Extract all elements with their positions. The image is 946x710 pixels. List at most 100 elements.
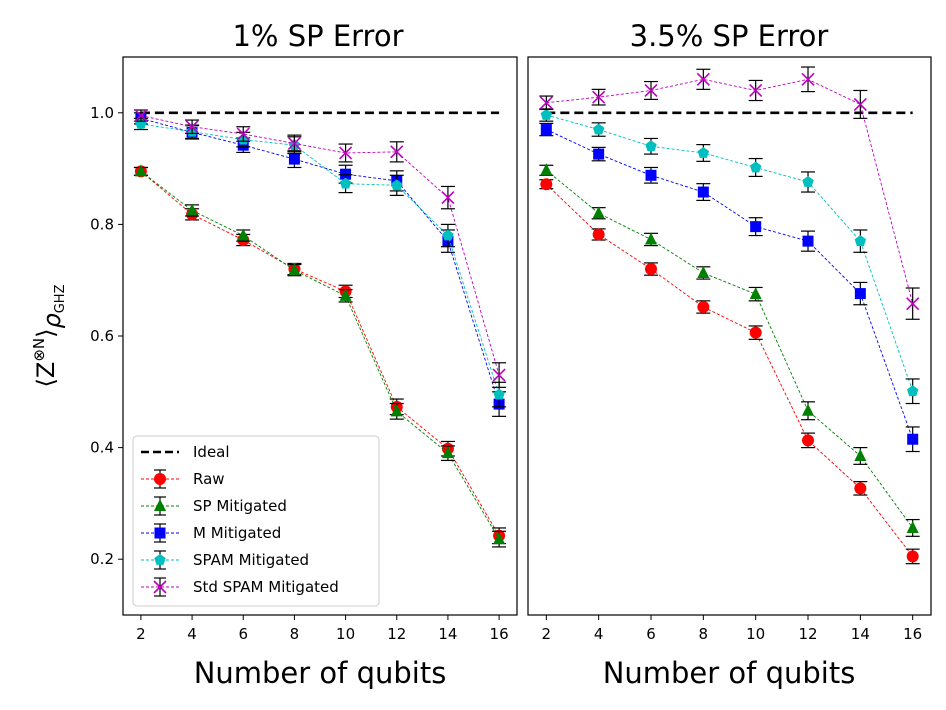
- x-tick-label: 2: [542, 625, 552, 643]
- legend-entry-raw: Raw: [141, 469, 225, 489]
- data-point: [540, 163, 553, 176]
- data-point: [493, 532, 506, 545]
- panel-title: 1% SP Error: [232, 19, 403, 53]
- data-point: [906, 385, 919, 397]
- series-line: [140, 123, 500, 395]
- data-point: [592, 206, 605, 219]
- data-point: [539, 96, 553, 110]
- data-point: [749, 83, 763, 98]
- data-point: [390, 404, 403, 417]
- series-line: [546, 183, 914, 557]
- ylabel-close: ⟩: [32, 329, 60, 338]
- legend-marker: [154, 499, 166, 511]
- legend-label: Ideal: [193, 443, 230, 461]
- series-line: [546, 129, 914, 440]
- x-tick-label: 4: [594, 625, 604, 643]
- data-point: [907, 433, 919, 445]
- ylabel-rho: ρ: [38, 313, 66, 328]
- data-point: [441, 446, 454, 459]
- legend-marker: [154, 554, 166, 565]
- x-tick-label: 14: [851, 625, 870, 643]
- series-line: [140, 115, 500, 376]
- data-point: [134, 164, 147, 177]
- legend-label: M Mitigated: [193, 524, 281, 542]
- y-tick-label: 0.4: [90, 439, 114, 457]
- data-point: [853, 97, 867, 111]
- x-tick-label: 12: [387, 625, 406, 643]
- data-point: [802, 235, 814, 247]
- y-tick-label: 1.0: [90, 104, 114, 122]
- series-spam-mitigated: [539, 108, 920, 405]
- data-point: [644, 263, 657, 276]
- series-sp-mitigated: [133, 164, 507, 548]
- data-point: [854, 288, 866, 300]
- data-point: [492, 368, 506, 382]
- series-std-spam-mitigated: [133, 109, 507, 388]
- axes-frame: [527, 56, 932, 616]
- legend-label: SP Mitigated: [193, 497, 287, 515]
- x-tick-label: 16: [490, 625, 509, 643]
- panel-1pct-sp-error: 1% SP Error Number of qubits ⟨Z⊗N⟩ρGHZ 2…: [30, 19, 518, 690]
- data-point: [854, 482, 867, 495]
- series-line: [546, 114, 914, 392]
- series-std-spam-mitigated: [539, 66, 920, 320]
- y-tick-label: 0.8: [90, 215, 114, 233]
- data-point: [339, 146, 353, 160]
- data-point: [236, 127, 250, 141]
- data-point: [540, 178, 553, 191]
- data-point: [696, 72, 710, 86]
- series-m-mitigated: [133, 112, 507, 417]
- series-line: [140, 171, 500, 536]
- series-sp-mitigated: [539, 163, 920, 537]
- data-point: [644, 83, 658, 98]
- data-point: [540, 124, 552, 136]
- legend-entry-std-spam-mitigated: Std SPAM Mitigated: [141, 577, 339, 597]
- data-point: [749, 326, 762, 339]
- x-tick-label: 6: [238, 625, 248, 643]
- panel-3-5pct-sp-error: 3.5% SP Error Number of qubits 2 4 6 8 10 12 1…: [527, 19, 932, 690]
- series-line: [140, 171, 500, 540]
- data-point: [186, 203, 199, 216]
- ylabel-bracket: ⟨Z: [32, 362, 60, 388]
- data-point: [697, 146, 710, 158]
- legend-box: [132, 435, 380, 607]
- ylabel-subscript: GHZ: [53, 284, 68, 313]
- data-point: [801, 72, 815, 86]
- data-point: [287, 136, 301, 151]
- data-point: [645, 140, 657, 152]
- legend-label: Std SPAM Mitigated: [193, 578, 339, 596]
- x-tick-label: 12: [798, 625, 817, 643]
- legend: Ideal Raw SP Mitigated M Mitigated SPAM Miti…: [132, 435, 380, 607]
- legend-marker: [153, 580, 167, 594]
- panel-title: 3.5% SP Error: [630, 19, 829, 53]
- legend-entry-spam-mitigated: SPAM Mitigated: [141, 550, 309, 570]
- data-point: [749, 287, 762, 300]
- data-point: [288, 263, 301, 276]
- svg-text:⟨Z⊗N⟩ρGHZ: ⟨Z⊗N⟩ρGHZ: [30, 284, 68, 387]
- legend-entry-m-mitigated: M Mitigated: [141, 523, 281, 543]
- x-axis-label: Number of qubits: [194, 656, 447, 690]
- data-point: [697, 186, 709, 198]
- series-spam-mitigated: [133, 117, 507, 408]
- data-point: [802, 403, 815, 416]
- y-tick-label: 0.6: [90, 327, 114, 345]
- data-point: [592, 123, 605, 135]
- data-point: [854, 448, 867, 461]
- data-point: [697, 265, 710, 278]
- x-tick-label: 4: [187, 625, 197, 643]
- series-m-mitigated: [539, 122, 920, 453]
- data-point: [749, 161, 762, 173]
- data-point: [442, 229, 454, 241]
- x-tick-label: 16: [903, 625, 922, 643]
- data-point: [288, 153, 300, 165]
- series-line: [140, 117, 500, 405]
- legend-entry-sp-mitigated: SP Mitigated: [141, 496, 287, 516]
- series-line: [546, 169, 914, 529]
- data-point: [185, 120, 199, 134]
- legend-entry-ideal: Ideal: [141, 443, 230, 461]
- data-point: [592, 228, 605, 241]
- data-point: [493, 388, 505, 400]
- data-point: [802, 434, 815, 447]
- data-point: [854, 235, 867, 246]
